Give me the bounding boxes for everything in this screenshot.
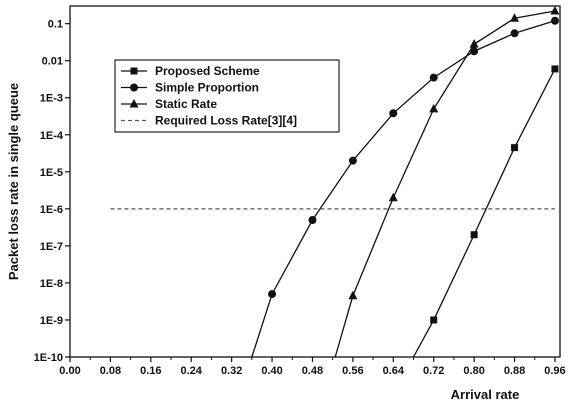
x-tick-label: 0.24 [181,365,203,377]
x-tick-label: 0.32 [221,365,242,377]
x-tick-label: 0.16 [140,365,161,377]
y-tick-label: 0.1 [48,19,63,31]
data-point-square [470,231,478,239]
legend-marker-triangle [129,99,139,108]
data-point-triangle [348,290,358,300]
y-tick-label: 1E-7 [40,241,63,253]
x-tick-label: 0.64 [383,365,405,377]
x-tick-label: 0.40 [261,365,282,377]
x-tick-label: 0.48 [302,365,323,377]
y-tick-label: 0.01 [42,56,63,68]
y-axis-title: Packet loss rate in single queue [6,83,21,280]
x-tick-label: 0.80 [463,365,484,377]
series-line-2 [334,10,556,358]
y-tick-label: 1E-10 [34,352,63,364]
data-point-triangle [388,192,398,202]
x-tick-label: 0.08 [100,365,121,377]
x-tick-label: 0.96 [544,365,565,377]
y-tick-label: 1E-4 [40,130,64,142]
data-point-circle [429,73,438,82]
legend-label: Proposed Scheme [155,64,260,78]
x-tick-label: 0.88 [504,365,525,377]
legend-marker-circle [130,83,138,92]
data-point-triangle [550,5,560,15]
data-point-triangle [469,39,479,48]
x-axis-title: Arrival rate [451,387,520,402]
data-point-square [551,65,559,73]
data-point-circle [268,290,277,299]
data-point-circle [308,216,317,225]
legend-label: Static Rate [155,97,217,111]
data-point-circle [348,156,357,165]
legend-box [114,59,340,133]
y-tick-label: 1E-3 [40,93,63,105]
data-point-square [511,144,519,152]
legend-label: Simple Proportion [155,81,259,95]
data-point-triangle [510,13,520,22]
data-point-circle [470,47,479,56]
plot-frame [69,5,561,358]
data-point-circle [389,109,398,118]
y-tick-label: 1E-9 [40,315,63,327]
x-tick-label: 0.72 [423,365,444,377]
data-point-circle [510,29,519,38]
legend-marker-square [130,67,138,75]
y-tick-label: 1E-6 [40,204,63,216]
data-point-triangle [429,103,439,113]
y-tick-label: 1E-8 [40,278,63,290]
data-point-square [430,316,438,324]
x-tick-label: 0.00 [59,365,80,377]
data-point-circle [550,16,559,25]
y-tick-label: 1E-5 [40,167,63,179]
x-tick-label: 0.56 [342,365,363,377]
legend-label: Required Loss Rate[3][4] [155,114,297,128]
